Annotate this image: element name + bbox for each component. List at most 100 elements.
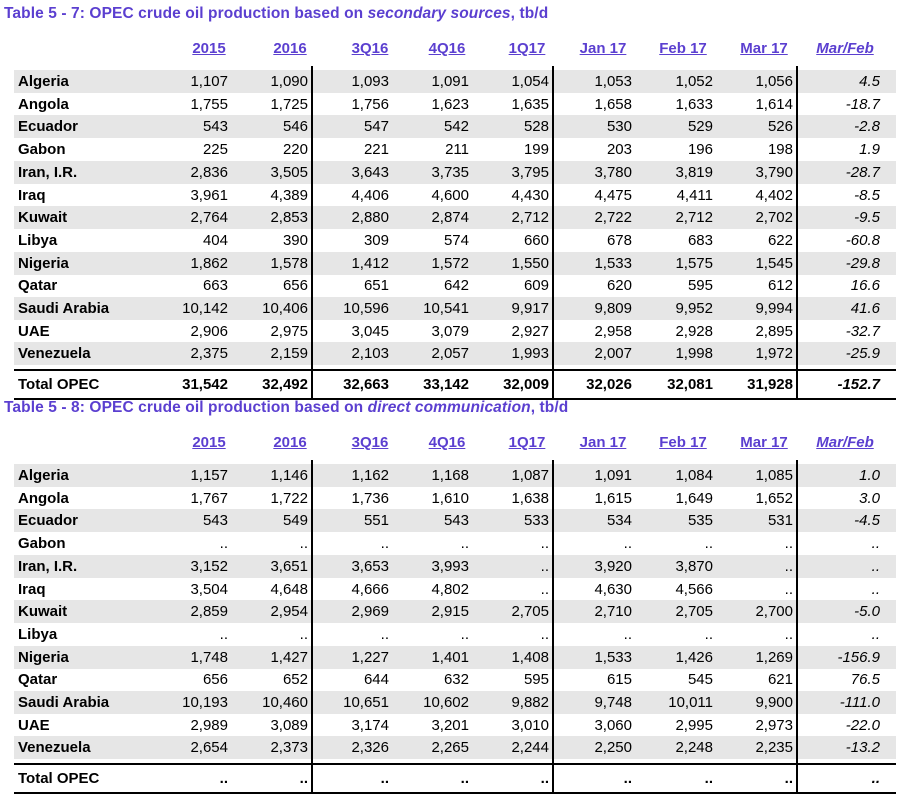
table-cell: 9,994 (755, 300, 793, 317)
table-cell: 1,623 (431, 95, 469, 113)
table-cell: .. (219, 535, 228, 553)
divider (14, 398, 896, 401)
table-row: Iraq 3,961 4,389 4,406 4,600 4,430 4,475 4,411 4… (14, 184, 896, 207)
table-row: UAE 2,906 2,975 3,045 3,079 2,927 2,958 2,928 2,… (14, 320, 896, 343)
table2-title: Table 5 - 8: OPEC crude oil production b… (4, 399, 568, 417)
total-cell: 32,663 (343, 376, 389, 394)
table-cell: 4.5 (859, 73, 880, 90)
table-cell: 683 (687, 231, 713, 249)
table-cell: 2,712 (511, 209, 549, 227)
total-cell: 31,928 (747, 376, 793, 394)
table-cell: 620 (606, 277, 632, 295)
table-cell: .. (623, 535, 632, 553)
table-cell: 2,995 (675, 716, 713, 734)
country-name: Iraq (18, 186, 46, 204)
country-name: Iran, I.R. (18, 163, 78, 181)
table-cell: -32.7 (845, 322, 880, 340)
total-cell: .. (623, 770, 632, 788)
table-cell: 543 (202, 118, 228, 136)
table-cell: 2,700 (755, 603, 793, 621)
table-cell: 4,666 (351, 580, 389, 598)
table-cell: 1,756 (351, 95, 389, 113)
table-cell: .. (784, 580, 793, 598)
country-name: Iraq (18, 580, 46, 598)
country-name: Libya (18, 625, 58, 643)
total-cell: 32,492 (262, 376, 308, 394)
table-cell: .. (704, 625, 713, 643)
table-cell: 2,654 (190, 739, 228, 757)
table-row: Nigeria 1,748 1,427 1,227 1,401 1,408 1,533 1,4… (14, 645, 896, 669)
total-row: Total OPEC 31,542 32,492 32,663 33,142 32,009… (14, 373, 896, 396)
total-cell: .. (784, 770, 793, 788)
table-cell: 1,269 (755, 648, 793, 666)
table-cell: .. (784, 557, 793, 575)
country-name: Nigeria (18, 648, 69, 666)
table-cell: 16.6 (850, 277, 880, 295)
table-row: Qatar 663 656 651 642 609 620 595 612 16.6 (14, 274, 896, 297)
table-cell: 656 (282, 277, 308, 295)
table-cell: 3.0 (859, 489, 880, 507)
table-cell: -60.8 (845, 231, 880, 249)
table2-title-em: direct communication (367, 399, 531, 416)
table-cell: 1,146 (270, 467, 308, 484)
table-cell: 2,853 (270, 209, 308, 227)
table-cell: 1,408 (511, 648, 549, 666)
table-cell: 3,505 (270, 163, 308, 181)
table-cell: .. (871, 557, 880, 575)
table-cell: 2,702 (755, 209, 793, 227)
table-cell: 1,862 (190, 254, 228, 272)
table-row: Iran, I.R. 3,152 3,651 3,653 3,993.. 3,920 3,8… (14, 554, 896, 578)
country-name: Algeria (18, 73, 69, 90)
table-cell: 2,722 (594, 209, 632, 227)
table-cell: 9,900 (755, 694, 793, 711)
table-row: Gabon 225 220 221 211 199 203 196 198 1.9 (14, 138, 896, 161)
table1-title: Table 5 - 7: OPEC crude oil production b… (4, 5, 548, 23)
table-cell: 3,201 (431, 716, 469, 734)
table-cell: 663 (202, 277, 228, 295)
total-label: Total OPEC (18, 376, 100, 394)
table-cell: 2,705 (675, 603, 713, 621)
table-cell: 535 (687, 512, 713, 530)
table-cell: 1,550 (511, 254, 549, 272)
table-cell: 1,401 (431, 648, 469, 666)
table-cell: 615 (606, 671, 632, 689)
column-header: Feb 17 (659, 434, 707, 451)
table-cell: 2,244 (511, 739, 549, 757)
table-cell: 651 (363, 277, 389, 295)
table-cell: 652 (282, 671, 308, 689)
table-cell: 1,533 (594, 648, 632, 666)
table-cell: 1,427 (270, 648, 308, 666)
country-name: Kuwait (18, 603, 68, 621)
country-name: Angola (18, 95, 69, 113)
table-cell: 2,764 (190, 209, 228, 227)
table-cell: 2,248 (675, 739, 713, 757)
country-name: Libya (18, 231, 58, 249)
table-cell: -5.0 (854, 603, 880, 621)
table-cell: -156.9 (837, 648, 880, 666)
table-cell: 1,635 (511, 95, 549, 113)
total-cell: -152.7 (837, 376, 880, 394)
table-cell: 3,870 (675, 557, 713, 575)
table-cell: 41.6 (850, 300, 880, 317)
column-header: 3Q16 (351, 40, 389, 57)
table-row: Ecuador 543 546 547 542 528 530 529 526 -2.8 (14, 115, 896, 139)
table-cell: 3,643 (351, 163, 389, 181)
table-row: Kuwait 2,764 2,853 2,880 2,874 2,712 2,722 2,71… (14, 206, 896, 230)
table-cell: 1,054 (511, 73, 549, 90)
table-cell: 2,103 (351, 345, 389, 363)
table-cell: .. (460, 625, 469, 643)
country-name: Gabon (18, 535, 66, 553)
table-cell: 595 (523, 671, 549, 689)
table-cell: 1,107 (190, 73, 228, 90)
country-name: UAE (18, 716, 50, 734)
table-cell: 2,710 (594, 603, 632, 621)
table-cell: 1,157 (190, 467, 228, 484)
table-row: Ecuador 543 549 551 543 533 534 535 531 -4.5 (14, 509, 896, 533)
table-cell: .. (299, 625, 308, 643)
table-cell: 678 (606, 231, 632, 249)
table-cell: 3,920 (594, 557, 632, 575)
table-cell: 1,767 (190, 489, 228, 507)
country-name: Kuwait (18, 209, 68, 227)
table-cell: 1,755 (190, 95, 228, 113)
table-cell: 198 (767, 141, 793, 159)
